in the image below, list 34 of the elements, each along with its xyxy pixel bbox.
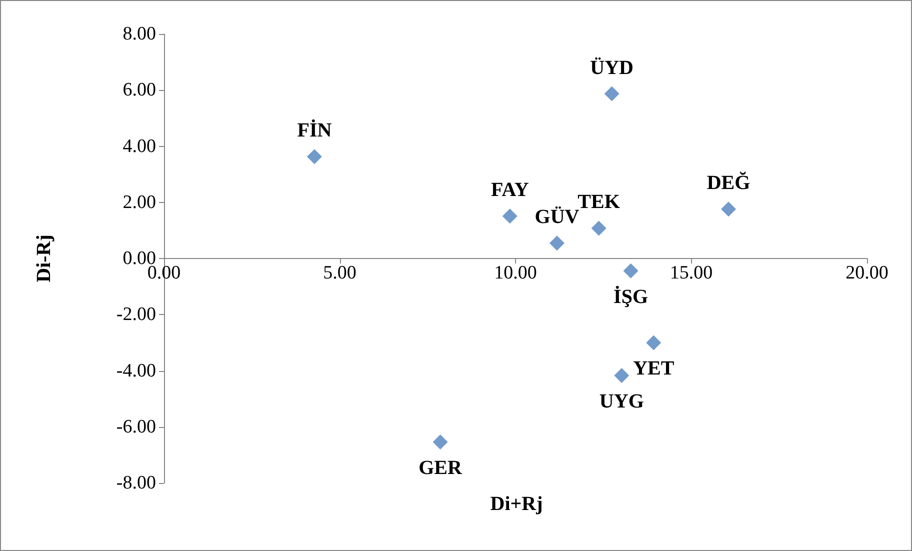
annotation: FİN [297,118,332,142]
x-axis-title: Di+Rj [490,493,543,515]
y-axis-title: Di-Rj [33,234,55,282]
y-tick-label: -8.00 [116,472,156,494]
y-tick-label: -2.00 [116,304,156,326]
y-tick-label: -6.00 [116,416,156,438]
x-tick-label: 10.00 [494,262,537,284]
annotation: ÜYD [590,56,634,79]
annotation: FAY [490,179,530,202]
x-tick-label: 15.00 [670,262,713,284]
point [646,335,662,350]
x-tick-label: 20.00 [846,262,888,284]
annotation: TEK [578,191,620,214]
y-tick-label: 4.00 [122,136,156,157]
annotation: GÜV [534,206,580,228]
annotation: İŞG [614,284,648,308]
point [604,86,620,102]
point [306,149,322,164]
annotation: DEĞ [706,171,751,194]
point [502,208,518,224]
x-tick-label: 5.00 [323,262,356,284]
point [623,263,638,278]
point [721,202,736,217]
y-tick-label: 8.00 [122,24,156,44]
y-tick-label: 2.00 [122,192,156,213]
point [549,236,564,251]
annotation: GER [418,457,463,480]
point [614,368,630,384]
y-tick-label: -4.00 [116,360,156,382]
annotation: UYG [599,390,644,413]
point [432,434,448,450]
y-tick-label: 6.00 [122,80,156,101]
annotation: YET [633,358,675,380]
point [591,220,606,236]
